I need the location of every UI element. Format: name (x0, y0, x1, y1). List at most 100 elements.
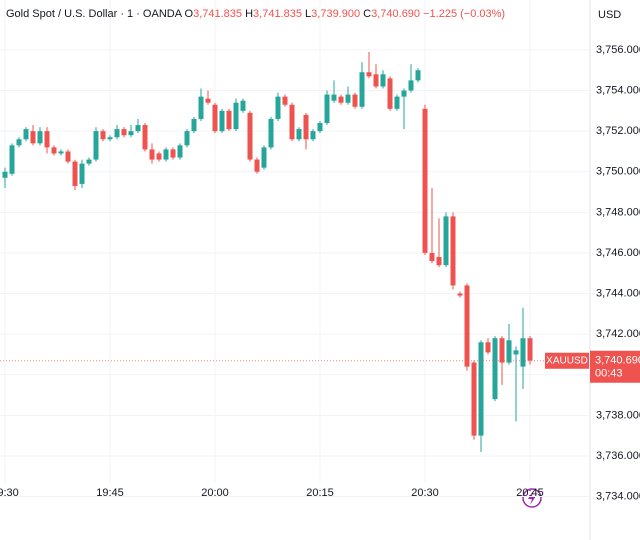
candle-body (345, 94, 351, 103)
candle (310, 129, 316, 142)
x-tick-label: 19:45 (96, 487, 124, 499)
countdown: 00:43 (595, 368, 623, 380)
candle-body (527, 338, 533, 361)
ohlc-key: C (363, 8, 372, 20)
candle-body (513, 350, 519, 355)
candle (282, 94, 288, 107)
candle-body (387, 78, 393, 109)
candle-body (156, 153, 162, 160)
candle (121, 127, 127, 138)
candle-body (247, 112, 253, 160)
candle (464, 283, 470, 371)
candle (443, 212, 449, 268)
candle (471, 360, 477, 440)
candle (380, 70, 386, 89)
candle-body (240, 100, 246, 111)
candle-body (352, 94, 358, 107)
ohlc-value: 3,741.835 (193, 8, 243, 20)
ohlc-value: 3,740.690 (371, 8, 421, 20)
symbol-title: Gold Spot / U.S. Dollar · 1 · OANDA (6, 8, 182, 20)
candle-body (310, 131, 316, 140)
candle-body (520, 338, 526, 367)
y-tick-label: 3,746.000 (596, 247, 640, 259)
candle (401, 88, 407, 130)
candle-body (429, 252, 435, 262)
candle (485, 338, 491, 355)
candle (79, 159, 85, 188)
ohlc-key: O (184, 8, 194, 20)
x-tick-label: 20:15 (306, 487, 334, 499)
candle (58, 149, 64, 156)
candle-body (142, 125, 148, 150)
x-tick-label: 20:00 (201, 487, 229, 499)
candle (23, 127, 29, 142)
candle-body (254, 159, 260, 172)
x-tick-label: 20:45 (516, 487, 544, 499)
candle (408, 64, 414, 93)
y-tick-label: 3,742.000 (596, 328, 640, 340)
candle (247, 110, 253, 162)
candle (394, 94, 400, 111)
candle (226, 108, 232, 132)
candle (450, 212, 456, 290)
y-tick-label: 3,754.000 (596, 84, 640, 96)
candle (51, 145, 57, 156)
candle (373, 64, 379, 89)
candle-body (2, 171, 8, 178)
y-tick-label: 3,750.000 (596, 166, 640, 178)
symbol-tag-bg (545, 352, 589, 369)
candle (296, 127, 302, 142)
candle-body (366, 72, 372, 77)
candle-body (58, 151, 64, 154)
candle (114, 125, 120, 140)
candle-body (317, 123, 323, 132)
symbol-tag: XAUUSD (546, 355, 588, 366)
candle-body (450, 216, 456, 286)
replay-icon[interactable] (522, 488, 542, 508)
candle-body (170, 149, 176, 158)
x-tick-label: 20:30 (411, 487, 439, 499)
candle-body (198, 96, 204, 119)
candle (527, 336, 533, 365)
candle (366, 51, 372, 79)
candle (156, 151, 162, 162)
candle-body (86, 159, 92, 164)
candle (429, 187, 435, 264)
ohlc-key: H (245, 8, 254, 20)
candle-body (296, 129, 302, 140)
candle (352, 92, 358, 109)
candle-body (121, 129, 127, 136)
candle-body (9, 145, 15, 174)
candle-body (72, 161, 78, 186)
candle-body (436, 257, 442, 266)
candle (345, 86, 351, 105)
candle (184, 129, 190, 148)
candle (65, 149, 71, 164)
candle (37, 127, 43, 146)
candle (261, 145, 267, 170)
candle-body (499, 338, 505, 363)
candle (219, 108, 225, 134)
candle-body (282, 96, 288, 105)
price-tag-bg (590, 350, 640, 383)
candle (233, 98, 239, 132)
candle-body (331, 94, 337, 101)
ohlc-value: 3,741.835 (253, 8, 302, 20)
candle-body (492, 338, 498, 400)
y-tick-label: 3,736.000 (596, 450, 640, 462)
candle-body (373, 74, 379, 87)
candle-body (457, 293, 463, 296)
legend-header: Gold Spot / U.S. Dollar · 1 · OANDA O3,7… (6, 8, 505, 20)
candle-body (506, 340, 512, 363)
change: −1.225 (−0.03%) (423, 8, 506, 20)
candle-body (212, 104, 218, 132)
candle (331, 80, 337, 103)
ohlc-key: L (305, 8, 312, 20)
candle (520, 307, 526, 389)
candle (275, 92, 281, 121)
candle-body (163, 149, 169, 160)
candle (212, 102, 218, 134)
y-tick-label: 3,734.000 (596, 490, 640, 502)
candle (478, 340, 484, 452)
